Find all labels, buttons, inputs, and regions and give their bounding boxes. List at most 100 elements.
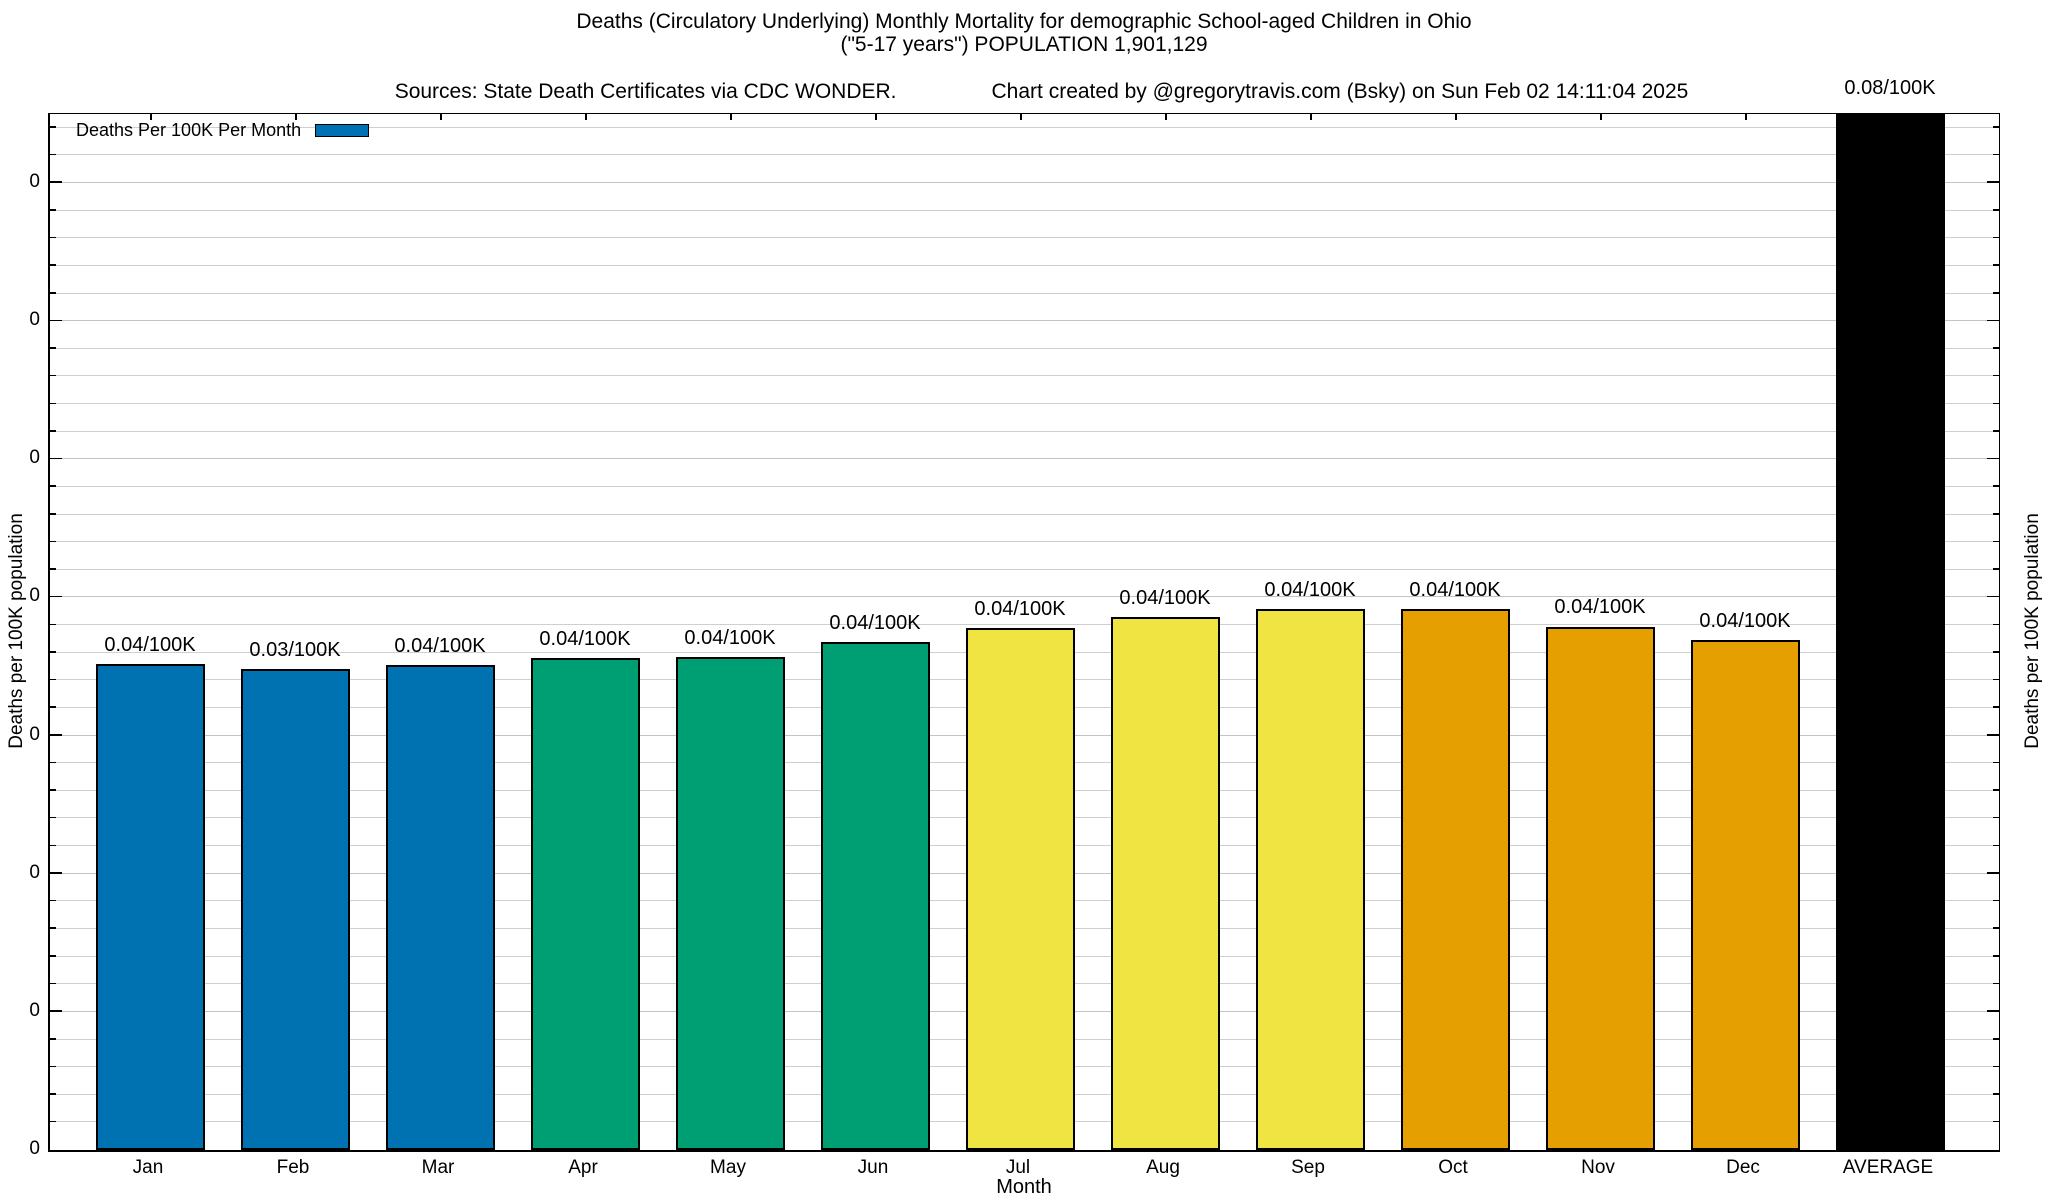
y-axis-tick	[50, 291, 56, 294]
x-tick-label-nov: Nov	[1581, 1157, 1615, 1178]
y-axis-tick	[50, 982, 56, 985]
minor-gridline	[50, 485, 1999, 487]
y-axis-tick	[50, 678, 56, 681]
y-axis-tick	[1993, 126, 1999, 128]
bar-value-label-average: 0.08/100K	[1844, 77, 1936, 99]
bar-feb	[240, 669, 350, 1150]
bar-value-label-dec: 0.04/100K	[1699, 610, 1791, 633]
y-axis-tick	[1987, 181, 1999, 184]
y-axis-tick	[50, 513, 56, 515]
y-axis-tick	[1987, 319, 1999, 322]
y-tick-label: 0	[29, 723, 40, 745]
y-axis-tick	[50, 485, 56, 487]
x-tick-label-average: AVERAGE	[1842, 1157, 1934, 1178]
y-axis-tick	[50, 1120, 56, 1123]
x-axis-top-tick	[1890, 114, 1892, 120]
minor-gridline	[50, 624, 1999, 626]
y-axis-tick	[1993, 153, 1999, 156]
y-axis-tick	[1993, 927, 1999, 929]
y-axis-tick	[50, 153, 56, 156]
minor-gridline	[50, 126, 1999, 128]
bar-dec	[1690, 640, 1800, 1150]
bar-may	[675, 656, 785, 1150]
x-tick-label-jul: Jul	[1005, 1157, 1031, 1178]
minor-gridline	[50, 347, 1999, 349]
chart-title-block: Deaths (Circulatory Underlying) Monthly …	[0, 10, 2048, 126]
bar-jul	[965, 627, 1075, 1150]
bar-mar	[385, 665, 495, 1150]
x-axis-top-tick	[1600, 114, 1602, 120]
x-axis-top-tick	[1455, 114, 1457, 120]
y-axis-tick	[1993, 540, 1999, 543]
y-tick-label: 0	[29, 1138, 40, 1159]
x-tick-label-jan: Jan	[132, 1157, 164, 1178]
bar-value-label-jun: 0.04/100K	[829, 611, 921, 634]
y-axis-tick	[1993, 623, 1999, 626]
y-axis-tick	[1993, 1120, 1999, 1123]
minor-gridline	[50, 513, 1999, 515]
y-axis-tick	[50, 1093, 56, 1095]
y-axis-tick	[1987, 1010, 1999, 1012]
bar-value-label-aug: 0.04/100K	[1119, 586, 1211, 609]
x-axis-top-tick	[730, 114, 732, 120]
x-axis-top-tick	[875, 114, 877, 120]
legend-swatch	[315, 124, 370, 137]
major-gridline	[50, 320, 1999, 322]
y-axis-tick	[1993, 264, 1999, 266]
y-axis-tick	[1993, 1093, 1999, 1095]
bar-value-label-sep: 0.04/100K	[1264, 578, 1356, 601]
bar-value-label-mar: 0.04/100K	[394, 635, 486, 658]
y-axis-tick	[1993, 678, 1999, 681]
x-axis-top-tick	[150, 114, 152, 120]
minor-gridline	[50, 568, 1999, 570]
y-axis-tick	[50, 734, 62, 736]
y-axis-tick	[50, 651, 56, 653]
y-axis-tick	[1993, 485, 1999, 487]
bar-apr	[530, 658, 640, 1150]
x-tick-label-mar: Mar	[421, 1157, 455, 1178]
legend: Deaths Per 100K Per Month	[76, 120, 370, 141]
chart-title-line1: Deaths (Circulatory Underlying) Monthly …	[576, 10, 1472, 33]
x-axis-title: Month	[996, 1176, 1052, 1198]
y-axis-tick	[1993, 706, 1999, 708]
y-axis-tick	[1993, 347, 1999, 349]
y-tick-label: 0	[29, 171, 40, 193]
x-tick-label-sep: Sep	[1291, 1157, 1325, 1178]
bar-jun	[820, 641, 930, 1150]
y-axis-tick	[1987, 595, 1999, 598]
y-axis-tick	[50, 1010, 62, 1012]
bar-value-label-jan: 0.04/100K	[104, 633, 196, 656]
bar-aug	[1110, 616, 1220, 1150]
y-axis-tick	[50, 347, 56, 349]
x-tick-label-feb: Feb	[276, 1157, 310, 1178]
x-axis-top-tick	[1310, 114, 1312, 120]
x-tick-label-apr: Apr	[568, 1157, 598, 1178]
bar-value-label-feb: 0.03/100K	[249, 639, 341, 662]
y-axis-tick	[1993, 209, 1999, 211]
y-axis-tick	[50, 1037, 56, 1040]
y-axis-tick	[50, 540, 56, 543]
x-axis-top-tick	[1165, 114, 1167, 120]
x-axis-top-tick	[1745, 114, 1747, 120]
y-axis-tick	[1993, 513, 1999, 515]
y-axis-tick	[50, 319, 62, 322]
y-axis-title-right: Deaths per 100K population	[2022, 513, 2043, 749]
minor-gridline	[50, 403, 1999, 405]
y-axis-tick	[50, 761, 56, 764]
chart-title-line3: Sources: State Death Certificates via CD…	[0, 57, 2048, 126]
y-axis-tick	[50, 816, 56, 819]
y-axis-tick	[1993, 982, 1999, 985]
minor-gridline	[50, 264, 1999, 266]
bar-average	[1835, 114, 1945, 1150]
x-axis-top-tick	[440, 114, 442, 120]
y-axis-tick	[50, 402, 56, 405]
major-gridline	[50, 182, 1999, 184]
y-axis-tick	[1993, 291, 1999, 294]
minor-gridline	[50, 154, 1999, 156]
y-axis-tick	[1987, 872, 1999, 874]
plot-area: 0.04/100K 0.03/100K 0.04/100K 0.04/100K 0.04…	[48, 77, 2000, 1152]
y-axis-tick	[1993, 568, 1999, 570]
y-axis-tick	[1987, 734, 1999, 736]
legend-label: Deaths Per 100K Per Month	[76, 120, 302, 140]
y-axis-tick	[1993, 761, 1999, 764]
